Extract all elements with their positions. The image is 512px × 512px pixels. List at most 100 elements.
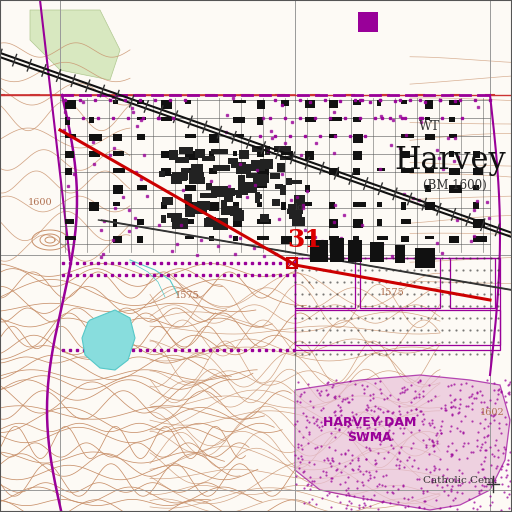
Bar	[261, 159, 273, 168]
Text: HARVEY DAM
SWMA: HARVEY DAM SWMA	[323, 416, 417, 444]
Bar	[233, 117, 245, 122]
Bar	[310, 240, 328, 262]
Bar	[329, 117, 342, 121]
Bar	[137, 100, 143, 103]
Bar	[473, 185, 479, 190]
Bar	[358, 12, 378, 32]
Bar	[401, 168, 414, 173]
Bar	[237, 168, 251, 174]
Bar	[425, 168, 434, 174]
Polygon shape	[82, 310, 135, 370]
Bar	[216, 190, 226, 197]
Text: lo: lo	[295, 203, 304, 212]
Bar	[209, 236, 214, 241]
Bar	[161, 215, 166, 223]
Bar	[185, 100, 191, 104]
Bar	[401, 134, 414, 138]
Bar	[137, 219, 144, 225]
Bar	[169, 150, 178, 160]
Bar	[173, 218, 188, 229]
Bar	[181, 167, 189, 173]
Bar	[257, 219, 271, 224]
Bar	[89, 202, 99, 210]
Bar	[253, 175, 269, 183]
Bar	[287, 258, 297, 268]
Bar	[211, 186, 228, 195]
Bar	[473, 236, 486, 242]
Bar	[255, 174, 267, 185]
Bar	[305, 151, 314, 160]
Bar	[171, 174, 182, 184]
Bar	[377, 219, 382, 226]
Bar	[238, 175, 245, 186]
Bar	[265, 146, 270, 156]
Bar	[209, 134, 219, 143]
Bar	[449, 236, 459, 243]
Bar	[185, 202, 196, 210]
Bar	[233, 202, 240, 207]
Bar	[193, 172, 204, 183]
Bar	[204, 218, 214, 227]
Polygon shape	[295, 375, 510, 510]
Bar	[353, 151, 362, 160]
Bar	[197, 201, 210, 210]
Bar	[329, 236, 339, 240]
Bar	[185, 168, 193, 172]
Bar	[449, 151, 454, 157]
Bar	[161, 100, 172, 109]
Bar	[294, 195, 305, 205]
Bar	[221, 200, 227, 209]
Bar	[209, 202, 219, 211]
Bar	[255, 192, 260, 203]
Bar	[185, 219, 194, 224]
Bar	[276, 163, 285, 172]
Bar	[288, 180, 302, 184]
Bar	[305, 117, 316, 122]
Bar	[176, 173, 188, 180]
Bar	[348, 240, 362, 262]
Bar	[425, 202, 435, 210]
Bar	[401, 151, 410, 158]
Text: 1575: 1575	[380, 288, 405, 297]
Bar	[237, 192, 242, 198]
Bar	[231, 162, 246, 168]
Bar	[221, 206, 232, 215]
Bar	[161, 202, 166, 209]
Bar	[252, 146, 264, 152]
Bar	[234, 208, 242, 219]
Bar	[188, 170, 195, 181]
Bar	[225, 188, 235, 196]
Text: Catholic Cem.: Catholic Cem.	[423, 476, 497, 485]
Text: WT: WT	[419, 120, 441, 133]
Bar	[255, 195, 262, 199]
Bar	[257, 117, 263, 125]
Bar	[214, 164, 230, 170]
Text: Harvey: Harvey	[394, 144, 506, 176]
Bar	[473, 151, 480, 158]
Bar	[172, 172, 187, 181]
Bar	[191, 164, 203, 175]
Bar	[329, 202, 335, 208]
Bar	[449, 185, 462, 194]
Bar	[233, 100, 246, 103]
Bar	[113, 236, 122, 243]
Bar	[449, 117, 455, 122]
Bar	[353, 236, 358, 240]
Bar	[251, 160, 265, 170]
Bar	[185, 236, 194, 239]
Bar	[113, 219, 117, 227]
Bar	[425, 100, 433, 109]
Bar	[175, 157, 189, 163]
Bar	[329, 134, 337, 138]
Bar	[395, 245, 405, 263]
Bar	[233, 219, 242, 226]
Bar	[206, 183, 211, 190]
Bar	[230, 206, 240, 216]
Bar	[329, 219, 338, 228]
Bar	[137, 236, 143, 243]
Polygon shape	[30, 10, 120, 80]
Bar	[200, 193, 217, 198]
Bar	[161, 117, 172, 121]
Bar	[185, 206, 195, 217]
Bar	[449, 134, 457, 138]
